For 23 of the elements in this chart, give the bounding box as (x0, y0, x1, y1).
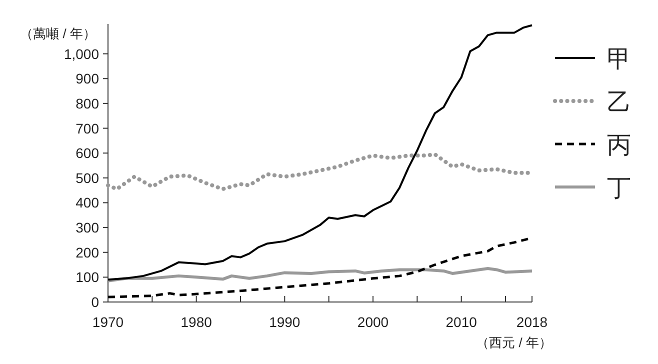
ytick: 600 (76, 145, 99, 162)
ytick: 900 (76, 70, 99, 87)
ytick: 1,000 (64, 46, 99, 62)
ytick: 0 (91, 294, 99, 310)
xlabel: （西元 / 年） (476, 335, 552, 350)
ytick: 300 (76, 220, 99, 236)
legend-label: 甲 (607, 46, 631, 73)
ytick: 500 (76, 170, 99, 186)
xtick: 2000 (357, 314, 389, 330)
legend-label: 丙 (607, 132, 631, 159)
ytick: 800 (76, 95, 99, 112)
ytick: 700 (76, 120, 99, 136)
xtick: 1980 (180, 314, 212, 330)
ytick: 100 (76, 269, 99, 286)
legend-label: 丁 (607, 175, 631, 202)
ytick: 400 (76, 194, 99, 211)
xtick: 2018 (516, 314, 548, 330)
xtick: 1990 (269, 314, 300, 330)
legend-label: 乙 (607, 89, 631, 116)
ytick: 200 (76, 244, 99, 260)
xtick: 1970 (92, 314, 124, 330)
xtick: 2010 (446, 314, 477, 330)
ylabel: （萬噸 / 年） (20, 26, 96, 41)
